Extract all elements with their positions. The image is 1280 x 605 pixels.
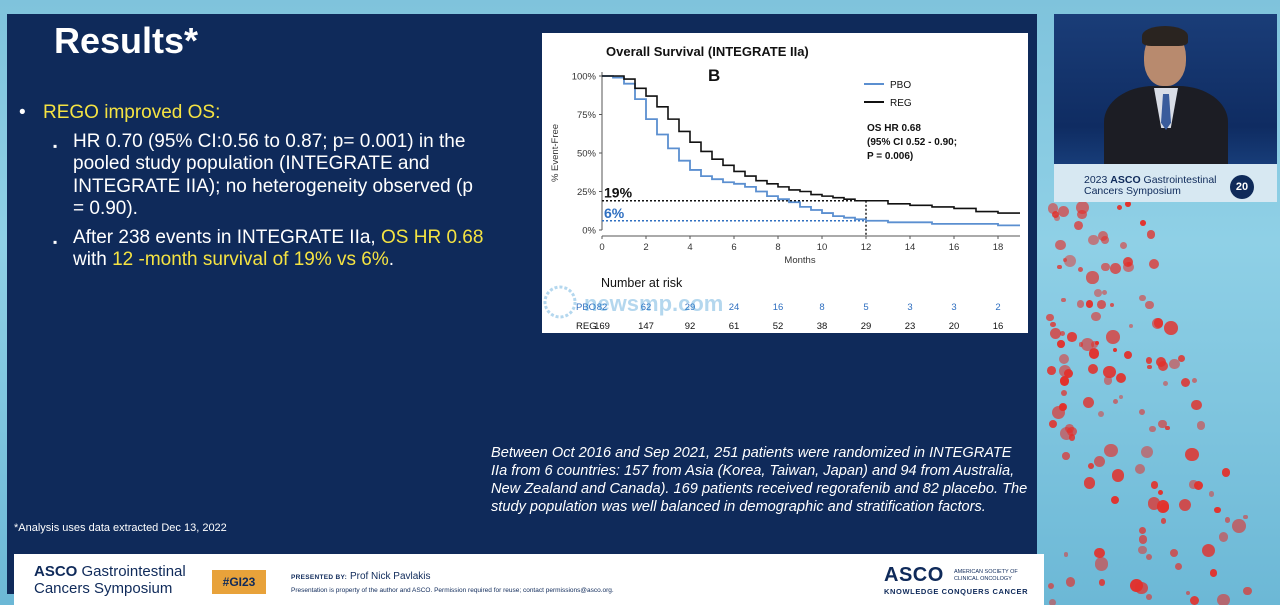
risk-value: 3 (951, 302, 956, 313)
asco-gi-logo: ASCO Gastrointestinal Cancers Symposium (34, 563, 186, 597)
speaker-hair (1142, 26, 1188, 46)
risk-value: 147 (638, 321, 654, 332)
risk-value: 29 (861, 321, 872, 332)
x-tick-label: 12 (861, 242, 872, 253)
risk-value: 24 (729, 302, 740, 313)
risk-value: 16 (773, 302, 784, 313)
x-tick-label: 0 (599, 242, 604, 253)
y-tick-label: 0% (582, 226, 596, 237)
anniversary-badge: 20 (1230, 175, 1254, 199)
risk-value: 92 (685, 321, 696, 332)
risk-row-name: REG (576, 321, 597, 332)
risk-value: 3 (907, 302, 912, 313)
km-chart: Overall Survival (INTEGRATE IIa) B 0% 25% 50… (542, 33, 1028, 333)
text-segment: with (73, 249, 113, 270)
sub-bullet-marker: ▪ (53, 234, 58, 249)
watermark-icon (543, 285, 577, 319)
sub-bullet-text: After 238 events in INTEGRATE IIa, OS HR… (73, 227, 485, 272)
hr-annotation: P = 0.006) (867, 151, 913, 162)
asco-logo: ASCO AMERICAN SOCIETY OF CLINICAL ONCOLO… (884, 564, 1029, 596)
bullet-main: • REGO improved OS: (15, 102, 485, 125)
hr-annotation: (95% CI 0.52 - 0.90; (867, 137, 957, 148)
hashtag-badge: #GI23 (212, 570, 266, 594)
risk-value: 169 (594, 321, 610, 332)
reference-label: 6% (604, 205, 625, 221)
legend-label: PBO (890, 80, 911, 91)
risk-value: 5 (863, 302, 868, 313)
sub-bullet-marker: ▪ (53, 138, 58, 153)
reference-label: 19% (604, 185, 633, 201)
highlight-text: 12 -month survival of 19% vs 6% (112, 249, 389, 270)
risk-value: 62 (641, 302, 652, 313)
bullet-marker: • (19, 102, 26, 123)
sub-bullet: ▪ HR 0.70 (95% CI:0.56 to 0.87; p= 0.001)… (53, 131, 485, 221)
permission-notice: Presentation is property of the author a… (291, 587, 614, 594)
text-segment: HR 0.70 (95% CI:0.56 to 0.87; p= 0.001) … (73, 130, 473, 220)
chart-title: Overall Survival (INTEGRATE IIa) (606, 44, 809, 59)
risk-value: 61 (729, 321, 740, 332)
highlight-text: OS HR 0.68 (381, 226, 484, 248)
panel-label: B (708, 66, 720, 85)
risk-value: 8 (819, 302, 824, 313)
y-tick-label: 100% (572, 72, 597, 83)
legend-label: REG (890, 98, 912, 109)
series-line-reg (602, 75, 1020, 214)
y-axis-label: % Event-Free (550, 124, 561, 182)
presenter-name: Prof Nick Pavlakis (349, 571, 431, 582)
risk-value: 2 (995, 302, 1000, 313)
y-tick-label: 25% (577, 187, 597, 198)
study-description: Between Oct 2016 and Sep 2021, 251 patie… (491, 445, 1028, 515)
risk-value: 82 (597, 302, 608, 313)
bullet-list: • REGO improved OS: ▪ HR 0.70 (95% CI:0.5… (15, 102, 485, 272)
risk-value: 38 (817, 321, 828, 332)
risk-value: 16 (993, 321, 1004, 332)
x-tick-label: 16 (949, 242, 960, 253)
text-segment: . (388, 249, 395, 270)
risk-value: 20 (949, 321, 960, 332)
x-tick-label: 18 (993, 242, 1004, 253)
background-dots (1036, 0, 1280, 605)
x-axis-label: Months (784, 255, 815, 266)
sub-bullet: ▪ After 238 events in INTEGRATE IIa, OS H… (53, 227, 485, 272)
text-segment: After 238 events in INTEGRATE IIa, (73, 226, 381, 248)
speaker-video: 2023 ASCO Gastrointestinal Cancers Sympo… (1054, 14, 1277, 202)
slide-title: Results* (54, 20, 199, 61)
podium: 2023 ASCO Gastrointestinal Cancers Sympo… (1054, 164, 1277, 202)
sub-bullet-text: HR 0.70 (95% CI:0.56 to 0.87; p= 0.001) … (73, 131, 485, 221)
y-tick-label: 50% (577, 149, 597, 160)
x-tick-label: 2 (643, 242, 648, 253)
watermark: newsmp.com (543, 285, 723, 319)
bullet-main-text: REGO improved OS: (43, 102, 221, 123)
series-line-pbo (602, 75, 1020, 227)
risk-value: 23 (905, 321, 916, 332)
speaker-tie (1161, 94, 1171, 130)
watermark-text: newsmp.com (584, 291, 723, 316)
risk-table-title: Number at risk (601, 276, 683, 290)
risk-value: 52 (773, 321, 784, 332)
podium-sign: 2023 ASCO Gastrointestinal Cancers Sympo… (1084, 174, 1217, 197)
risk-row-name: PBO (576, 302, 596, 313)
x-tick-label: 10 (817, 242, 828, 253)
y-tick-label: 75% (577, 110, 597, 121)
km-chart-svg: Overall Survival (INTEGRATE IIa)B0%25%50… (543, 44, 1020, 332)
footnote: *Analysis uses data extracted Dec 13, 20… (14, 522, 227, 534)
presented-by: PRESENTED BY: Prof Nick Pavlakis (291, 571, 431, 582)
risk-value: 29 (685, 302, 696, 313)
x-tick-label: 14 (905, 242, 916, 253)
hr-annotation: OS HR 0.68 (867, 123, 921, 134)
slide: Results* • REGO improved OS: ▪ HR 0.70 (9… (7, 14, 1044, 605)
x-tick-label: 6 (731, 242, 736, 253)
x-tick-label: 8 (775, 242, 780, 253)
footer-bar: ASCO Gastrointestinal Cancers Symposium … (14, 554, 1044, 605)
x-tick-label: 4 (687, 242, 692, 253)
